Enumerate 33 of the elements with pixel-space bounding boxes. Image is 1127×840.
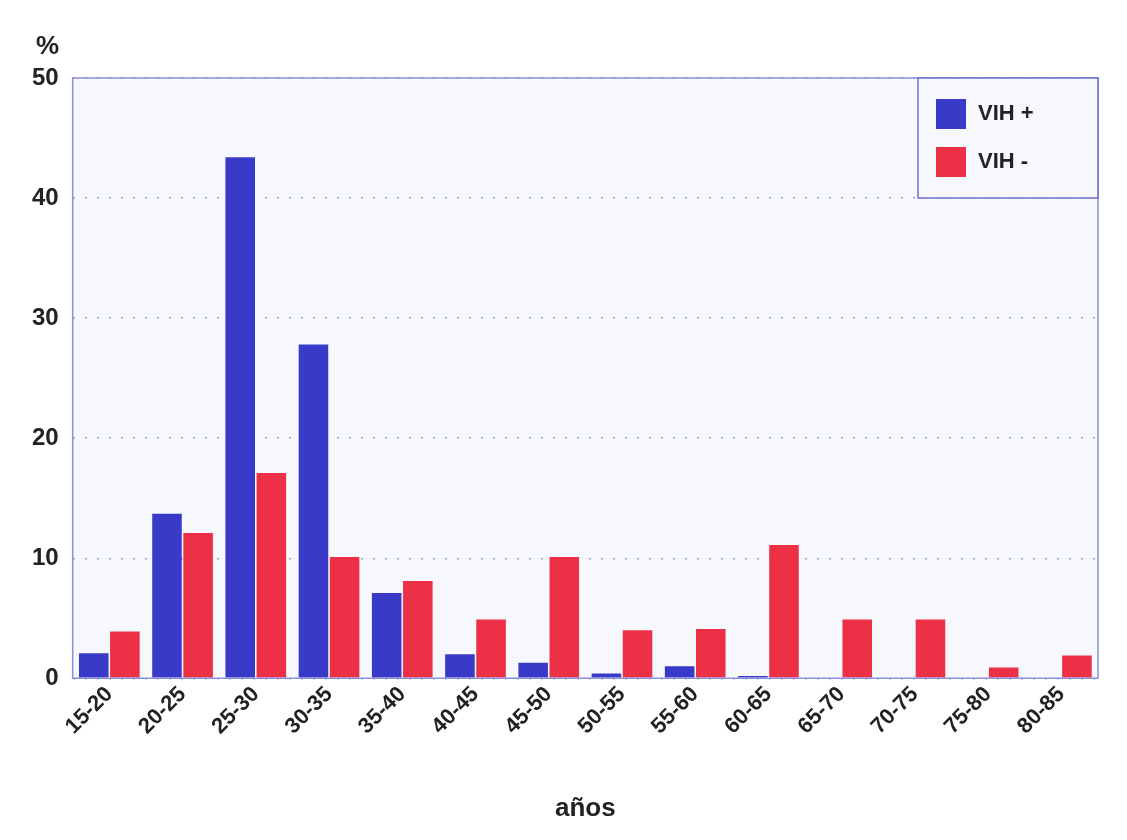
y-tick-label: 0 (45, 662, 59, 690)
y-tick-label: 50 (31, 62, 59, 90)
y-tick-label: 30 (31, 302, 59, 330)
bar (591, 673, 622, 678)
bar (915, 619, 946, 678)
bar (371, 593, 402, 678)
bar (225, 157, 256, 678)
bar (256, 473, 287, 678)
bar (78, 653, 109, 678)
bar (622, 630, 653, 678)
y-tick-label: 10 (31, 542, 59, 570)
bar (445, 654, 475, 678)
legend-label: VIH - (978, 148, 1029, 174)
bar (769, 545, 799, 678)
bar (183, 533, 213, 678)
bar (476, 619, 506, 678)
bar (518, 662, 548, 678)
y-tick-label: 20 (31, 422, 59, 450)
bar (988, 667, 1019, 678)
bar (549, 557, 580, 678)
bar (1062, 655, 1092, 678)
x-axis-title: años (555, 791, 616, 822)
bar (664, 666, 695, 678)
bar (329, 557, 360, 678)
bar (403, 581, 433, 678)
y-axis-title: % (36, 30, 60, 61)
bar (695, 629, 726, 678)
bar (842, 619, 873, 678)
bar (298, 344, 329, 678)
bar (110, 631, 140, 678)
bar (152, 513, 182, 678)
y-tick-label: 40 (31, 182, 59, 210)
legend-label: VIH + (978, 100, 1034, 126)
